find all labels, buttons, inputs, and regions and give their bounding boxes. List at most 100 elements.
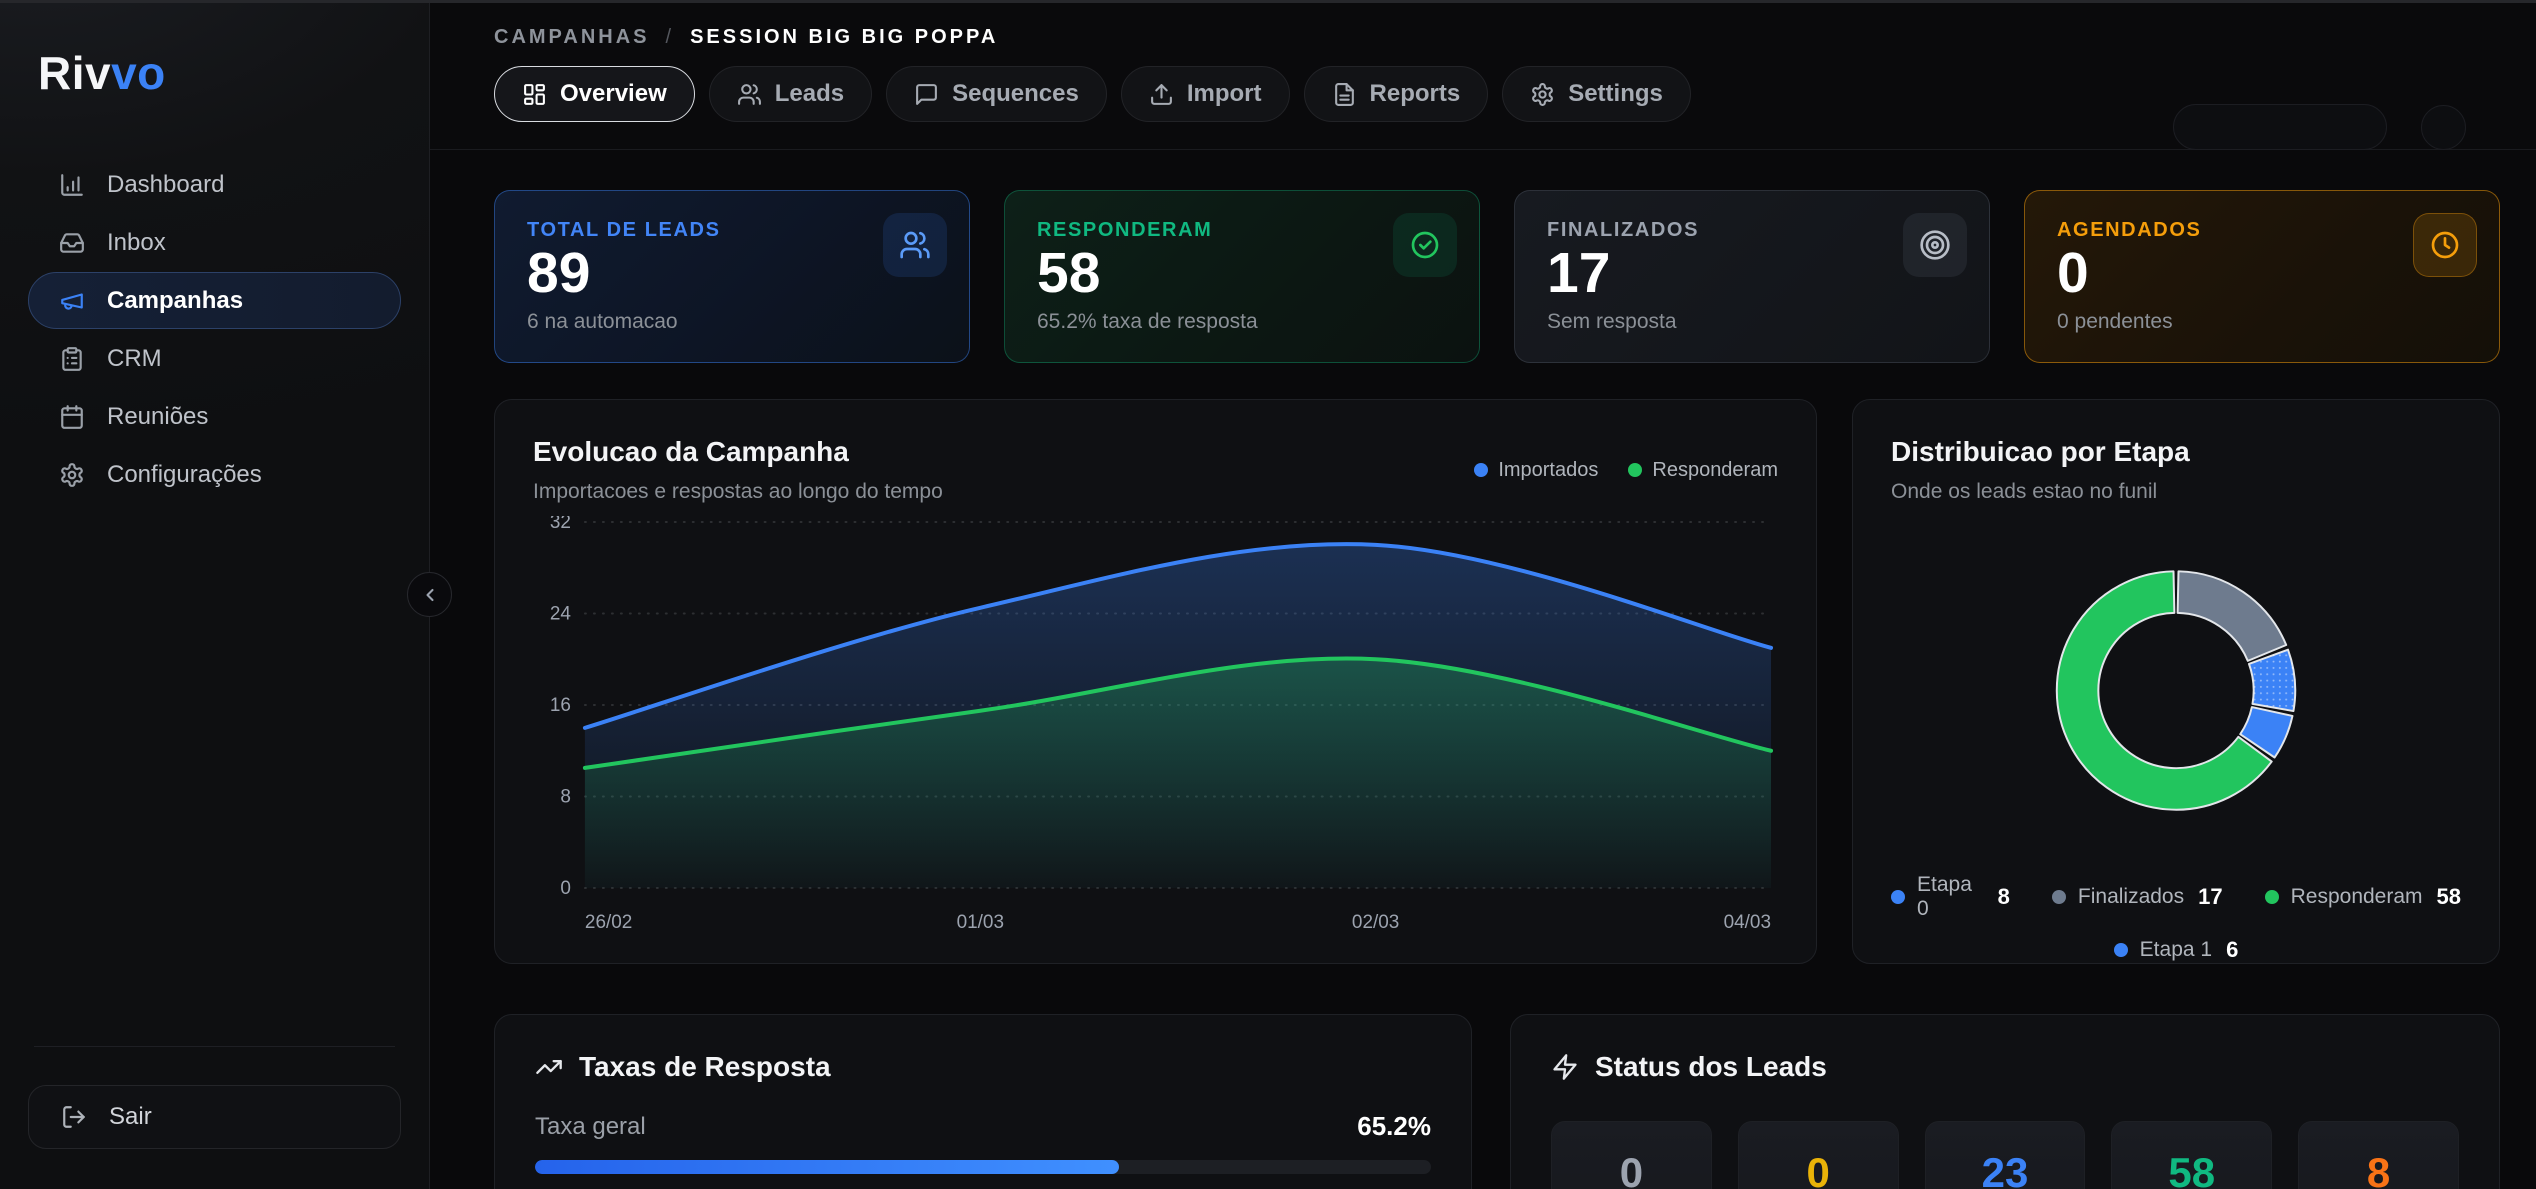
stat-icon-chip [1393,213,1457,277]
brand-suffix: vo [111,47,166,99]
legend-dot [2265,890,2279,904]
check-circle-icon [1409,229,1441,261]
sidebar-item-campanhas[interactable]: Campanhas [28,272,401,329]
svg-text:24: 24 [550,603,571,624]
status-tile-enviados: 23 Enviados [1925,1121,2086,1189]
tab-label: Sequences [952,80,1079,108]
sidebar-item-label: Campanhas [107,287,243,315]
legend-value: 8 [1998,884,2010,910]
status-tiles: 0 Pendentes 0 Agendados 23 Enviados 58 R… [1551,1121,2459,1189]
evolution-area-chart: 0816243226/0201/0302/0304/03 [533,516,1778,944]
rate-progress-fill [535,1160,1119,1174]
lead-status-card: Status dos Leads 0 Pendentes 0 Agendados… [1510,1014,2500,1189]
status-tile-responderam: 58 Responderam [2111,1121,2272,1189]
sidebar-item-configuracoes[interactable]: Configurações [28,446,401,503]
legend-label: Importados [1498,459,1598,482]
stat-subtext: 0 pendentes [2057,310,2467,334]
lead-status-title: Status dos Leads [1595,1051,1827,1083]
rate-progress-track [535,1160,1431,1174]
legend-label: Etapa 0 [1917,873,1984,921]
clock-icon [2429,229,2461,261]
megaphone-icon [59,288,85,314]
legend-dot [1474,463,1488,477]
stat-icon-chip [883,213,947,277]
sidebar-item-label: Configurações [107,461,262,489]
trending-up-icon [535,1053,563,1081]
calendar-icon [59,404,85,430]
rate-value: 65.2% [1357,1111,1431,1142]
stats-row: TOTAL DE LEADS 89 6 na automacao RESPOND… [494,190,2500,363]
sidebar-item-dashboard[interactable]: Dashboard [28,156,401,213]
svg-text:04/03: 04/03 [1724,912,1771,933]
stat-subtext: Sem resposta [1547,310,1957,334]
stat-card-responderam: RESPONDERAM 58 65.2% taxa de resposta [1004,190,1480,363]
legend-item-etapa0: Etapa 0 8 [1891,873,2010,921]
tab-label: Overview [560,80,667,108]
tab-label: Import [1187,80,1262,108]
legend-dot [2052,890,2066,904]
legend-label: Responderam [1652,459,1778,482]
message-square-icon [914,82,939,107]
page-header: CAMPANHAS / SESSION BIG BIG POPPA Overvi… [430,0,2536,150]
legend-item-etapa1: Etapa 1 6 [2114,937,2239,963]
sidebar-item-inbox[interactable]: Inbox [28,214,401,271]
status-tile-erros: 8 Erros [2298,1121,2459,1189]
sidebar-item-label: Dashboard [107,171,224,199]
sidebar-nav: Dashboard Inbox Campanhas CRM Reuniões C… [28,156,401,503]
gear-icon [1530,82,1555,107]
tab-sequences[interactable]: Sequences [886,66,1107,122]
chevron-left-icon [420,585,440,605]
sidebar-item-reunioes[interactable]: Reuniões [28,388,401,445]
tab-reports[interactable]: Reports [1304,66,1489,122]
breadcrumb-current: SESSION BIG BIG POPPA [690,26,998,49]
sidebar-item-label: Reuniões [107,403,208,431]
response-rates-header: Taxas de Resposta [535,1051,1431,1083]
svg-text:02/03: 02/03 [1352,912,1399,933]
header-ghost-button[interactable] [2173,104,2387,150]
breadcrumb-parent[interactable]: CAMPANHAS [494,26,650,49]
stat-icon-chip [1903,213,1967,277]
main-area: CAMPANHAS / SESSION BIG BIG POPPA Overvi… [430,0,2536,1189]
tile-value: 8 [2307,1152,2450,1189]
stat-label: TOTAL DE LEADS [527,219,937,242]
tab-overview[interactable]: Overview [494,66,695,122]
zap-icon [1551,1053,1579,1081]
response-rates-card: Taxas de Resposta Taxa geral 65.2% Taxa … [494,1014,1472,1189]
stat-card-finalizados: FINALIZADOS 17 Sem resposta [1514,190,1990,363]
clipboard-icon [59,346,85,372]
tile-value: 0 [1560,1152,1703,1189]
status-tile-pendentes: 0 Pendentes [1551,1121,1712,1189]
users-icon [899,229,931,261]
header-ghost-icon-button[interactable] [2421,105,2466,150]
tab-leads[interactable]: Leads [709,66,872,122]
legend-dot [1628,463,1642,477]
page-content: TOTAL DE LEADS 89 6 na automacao RESPOND… [430,150,2536,1189]
evolution-chart-card: Evolucao da Campanha Importacoes e respo… [494,399,1817,964]
bottom-row: Taxas de Resposta Taxa geral 65.2% Taxa … [494,1014,2500,1189]
users-icon [737,82,762,107]
sidebar-collapse-button[interactable] [407,572,452,617]
stat-subtext: 65.2% taxa de resposta [1037,310,1447,334]
layout-grid-icon [522,82,547,107]
distribution-chart-card: Distribuicao por Etapa Onde os leads est… [1852,399,2500,964]
logout-button[interactable]: Sair [28,1085,401,1149]
legend-value: 17 [2198,884,2222,910]
tab-import[interactable]: Import [1121,66,1290,122]
target-icon [1919,229,1951,261]
svg-text:8: 8 [560,786,571,807]
breadcrumb-separator: / [666,26,675,49]
brand-logo[interactable]: Rivvo [38,46,401,100]
charts-row: Evolucao da Campanha Importacoes e respo… [494,399,2500,964]
stat-card-agendados: AGENDADOS 0 0 pendentes [2024,190,2500,363]
status-tile-agendados: 0 Agendados [1738,1121,1899,1189]
evolution-chart-header: Evolucao da Campanha Importacoes e respo… [533,436,1778,504]
svg-text:0: 0 [560,878,571,899]
sidebar-item-crm[interactable]: CRM [28,330,401,387]
tab-settings[interactable]: Settings [1502,66,1691,122]
legend-value: 6 [2226,937,2238,963]
tile-value: 23 [1934,1152,2077,1189]
upload-icon [1149,82,1174,107]
response-rates-title: Taxas de Resposta [579,1051,831,1083]
inbox-icon [59,230,85,256]
stat-subtext: 6 na automacao [527,310,937,334]
